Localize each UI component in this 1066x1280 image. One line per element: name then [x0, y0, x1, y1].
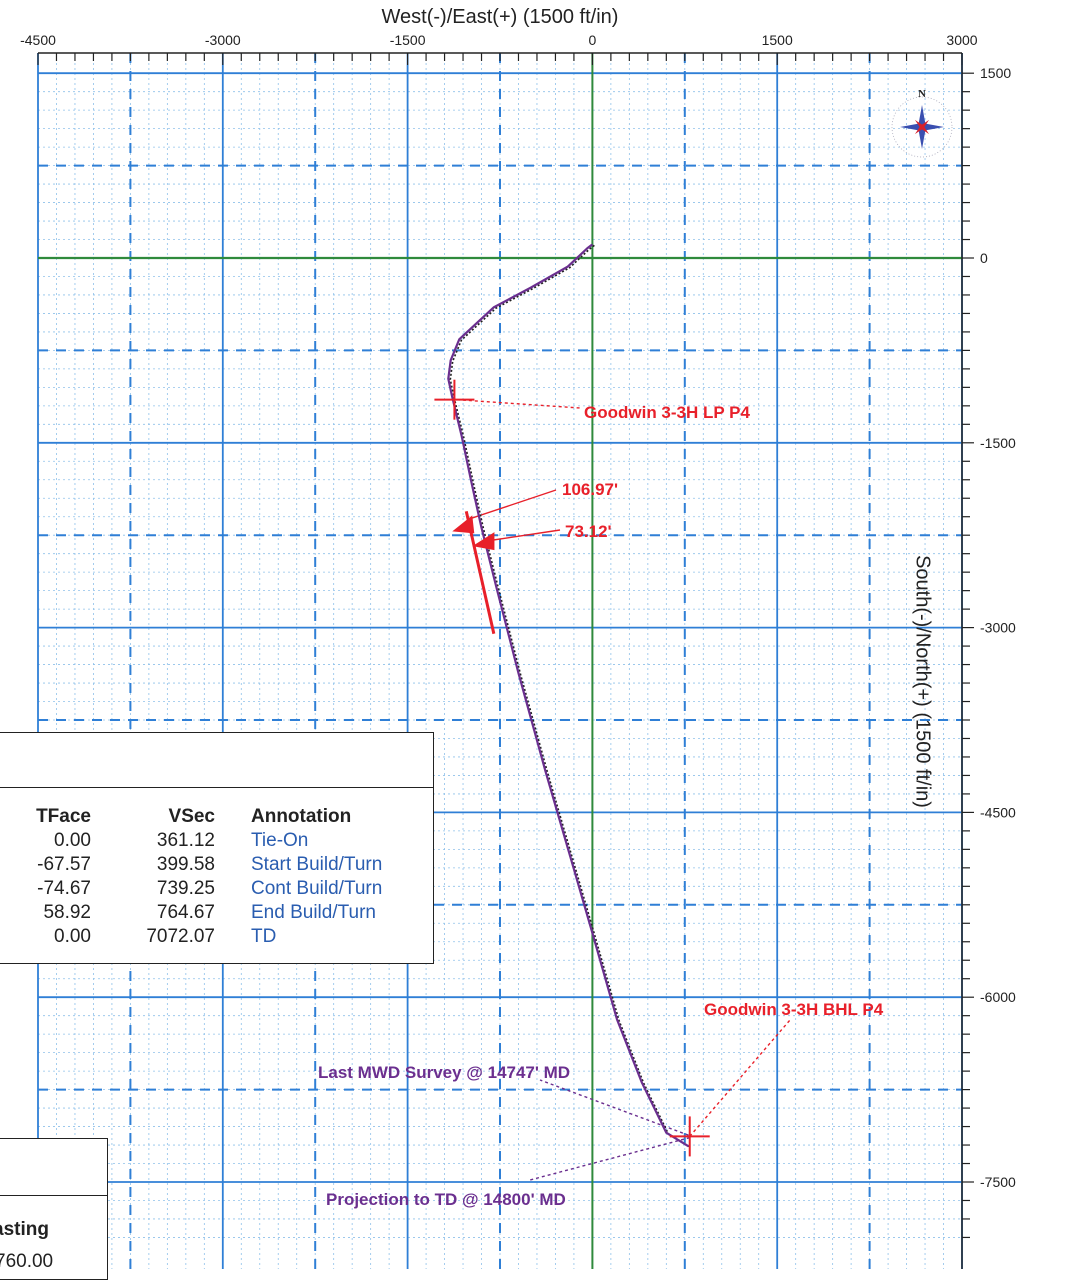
- table-body: TFace VSec Annotation 0.00 361.12 Tie-On…: [0, 805, 461, 949]
- table-row: -74.67 739.25 Cont Build/Turn: [0, 877, 461, 901]
- y-tick-label: 1500: [980, 65, 1011, 81]
- table-row: -67.57 399.58 Start Build/Turn: [0, 853, 461, 877]
- vsec-cell: 399.58: [91, 853, 215, 877]
- tface-cell: -74.67: [0, 877, 91, 901]
- leader-line: [530, 1138, 690, 1180]
- tface-cell: 58.92: [0, 901, 91, 925]
- location-header-band: [0, 1139, 107, 1196]
- x-tick-label: 3000: [946, 32, 977, 48]
- tface-cell: 0.00: [0, 829, 91, 853]
- well-path: [448, 244, 690, 1147]
- survey-summary-table: TFace VSec Annotation 0.00 361.12 Tie-On…: [0, 732, 434, 964]
- annotation-label: 106.97': [562, 480, 618, 499]
- table-header-band: [0, 733, 433, 788]
- dashed-grid: [38, 53, 962, 1269]
- tface-cell: -67.57: [0, 853, 91, 877]
- col-annotation: Annotation: [215, 805, 461, 829]
- x-axis-title: West(-)/East(+) (1500 ft/in): [0, 6, 1000, 29]
- x-tick-label: -4500: [20, 32, 56, 48]
- annotation-cell: Cont Build/Turn: [215, 877, 461, 901]
- vsec-cell: 361.12: [91, 829, 215, 853]
- easting-header: asting: [0, 1219, 49, 1241]
- x-tick-label: -1500: [390, 32, 426, 48]
- leader-line: [457, 400, 580, 408]
- y-tick-label: 0: [980, 250, 988, 266]
- annotation-cell: Start Build/Turn: [215, 853, 461, 877]
- location-table: asting 760.00: [0, 1138, 108, 1280]
- col-tface: TFace: [0, 805, 91, 829]
- y-axis-title: South(-)/North(+) (1500 ft/in): [911, 532, 934, 832]
- easting-value: 760.00: [0, 1251, 53, 1273]
- table-row: 0.00 7072.07 TD: [0, 925, 461, 949]
- annotation-label: Last MWD Survey @ 14747' MD: [318, 1063, 570, 1082]
- annotation-cell: End Build/Turn: [215, 901, 461, 925]
- y-tick-label: -7500: [980, 1174, 1016, 1190]
- compass-rose-icon: N: [892, 88, 952, 157]
- col-vsec: VSec: [91, 805, 215, 829]
- annotation-cell: TD: [215, 925, 461, 949]
- vsec-cell: 739.25: [91, 877, 215, 901]
- well-path-line: [448, 244, 688, 1146]
- planned-path-line: [450, 245, 690, 1147]
- annotation-label: Goodwin 3-3H LP P4: [584, 403, 750, 422]
- table-row: 0.00 361.12 Tie-On: [0, 829, 461, 853]
- table-header-row: TFace VSec Annotation: [0, 805, 461, 829]
- tface-cell: 0.00: [0, 925, 91, 949]
- y-tick-label: -4500: [980, 804, 1016, 820]
- axis-ticks: -4500 -3000 -1500 0 1500 3000 1500 0 -1500 -3000 -…: [20, 32, 1016, 1237]
- x-tick-label: 1500: [762, 32, 793, 48]
- x-tick-label: 0: [589, 32, 597, 48]
- annotation-label: Goodwin 3-3H BHL P4: [704, 1000, 884, 1019]
- compass-north-label: N: [918, 88, 926, 100]
- annotation-label: 73.12': [565, 522, 612, 541]
- vsec-cell: 764.67: [91, 901, 215, 925]
- x-tick-label: -3000: [205, 32, 241, 48]
- vsec-cell: 7072.07: [91, 925, 215, 949]
- y-tick-label: -3000: [980, 620, 1016, 636]
- table-row: 58.92 764.67 End Build/Turn: [0, 901, 461, 925]
- annotation-label: Projection to TD @ 14800' MD: [326, 1190, 566, 1209]
- y-tick-label: -6000: [980, 989, 1016, 1005]
- annotation-cell: Tie-On: [215, 829, 461, 853]
- y-tick-label: -1500: [980, 435, 1016, 451]
